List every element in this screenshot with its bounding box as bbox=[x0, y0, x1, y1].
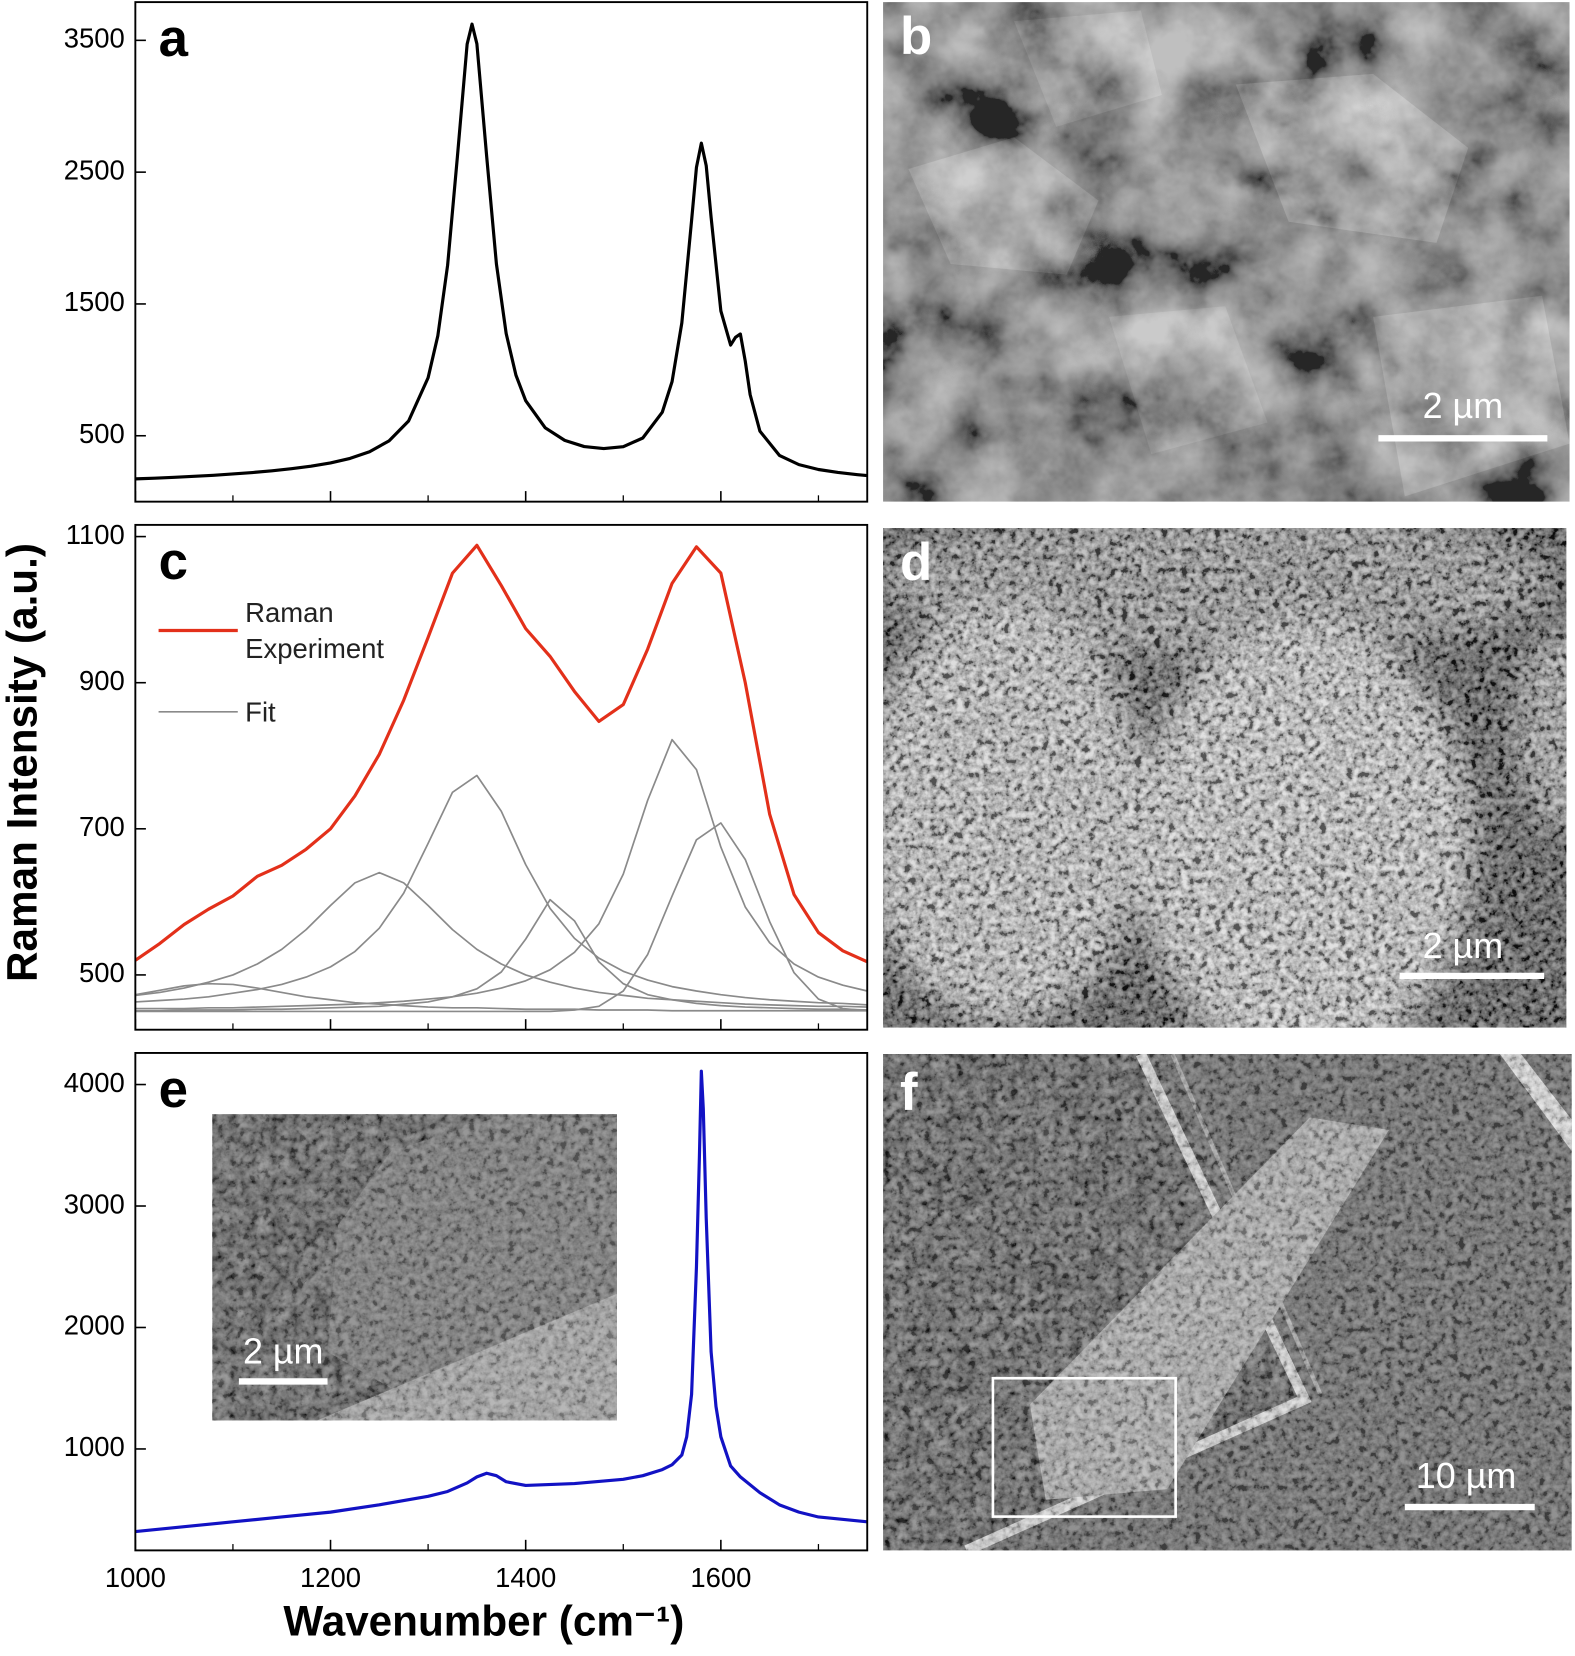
plot-frame bbox=[134, 523, 869, 1031]
inset-scale-bar-label: 2 µm bbox=[243, 1331, 324, 1371]
data-line bbox=[135, 871, 868, 1008]
data-line bbox=[135, 982, 868, 1012]
y-tick-label: 2000 bbox=[64, 1310, 125, 1341]
inset-image bbox=[212, 1114, 617, 1421]
charts: 500 1500 2500 3500 a 500 700 900 1100 Raman Exper… bbox=[64, 1, 869, 1593]
data-line bbox=[135, 822, 868, 1013]
image-texture bbox=[883, 1054, 1572, 1551]
y-tick-label: 1100 bbox=[66, 519, 125, 550]
plot-frame bbox=[134, 1052, 869, 1552]
y-tick-label: 1500 bbox=[64, 286, 125, 317]
panel-label: d bbox=[900, 533, 932, 592]
image-texture bbox=[883, 2, 1570, 502]
x-tick-label: 1400 bbox=[495, 1562, 556, 1593]
scale-bar-label: 2 µm bbox=[1423, 386, 1504, 426]
panel-label: b bbox=[900, 7, 932, 66]
y-tick-label: 4000 bbox=[64, 1067, 125, 1098]
sem-image-b: 2 µm b bbox=[883, 2, 1570, 502]
panel-label: e bbox=[159, 1060, 188, 1119]
x-tick-label: 1000 bbox=[105, 1562, 166, 1593]
y-tick-label: 3000 bbox=[64, 1188, 125, 1219]
chart: 500 1500 2500 3500 a bbox=[64, 1, 869, 503]
data-line bbox=[135, 22, 868, 481]
y-tick-label: 900 bbox=[79, 665, 125, 696]
y-tick-label: 3500 bbox=[64, 23, 125, 54]
scale-bar-label: 2 µm bbox=[1423, 926, 1504, 966]
data-line bbox=[135, 738, 868, 1010]
sem-image-f: 10 µm f bbox=[883, 1054, 1572, 1551]
panel-label: f bbox=[900, 1063, 918, 1122]
y-tick-label: 2500 bbox=[64, 154, 125, 185]
inset-texture bbox=[212, 1114, 617, 1421]
legend-label: Raman Experiment bbox=[245, 596, 385, 665]
image-texture bbox=[883, 528, 1567, 1028]
chart: 2 µm 1000 2000 3000 4000 1000 1200 1400 1600 e bbox=[64, 1052, 869, 1593]
sem-image-d: 2 µm d bbox=[883, 528, 1567, 1028]
highlight-box bbox=[991, 1376, 1177, 1518]
y-tick-label: 1000 bbox=[64, 1431, 125, 1462]
data-line bbox=[135, 1069, 868, 1534]
legend-label: Fit bbox=[245, 695, 276, 728]
data-line bbox=[135, 898, 868, 1012]
y-tick-label: 700 bbox=[79, 811, 125, 842]
scale-bar-label: 10 µm bbox=[1416, 1456, 1516, 1496]
x-tick-label: 1200 bbox=[300, 1562, 361, 1593]
data-line bbox=[135, 543, 868, 964]
data-line bbox=[135, 774, 868, 1006]
y-tick-label: 500 bbox=[79, 957, 125, 988]
legend-entry: Raman Experiment bbox=[245, 596, 385, 665]
y-tick-label: 500 bbox=[79, 418, 125, 449]
plot-frame bbox=[134, 1, 869, 503]
x-axis-title: Wavenumber (cm⁻¹) bbox=[283, 1597, 684, 1644]
panel-label: c bbox=[159, 532, 188, 591]
panel-label: a bbox=[159, 9, 189, 68]
y-axis-title: Raman Intensity (a.u.) bbox=[0, 543, 46, 982]
legend-entry: Fit bbox=[245, 695, 276, 728]
chart: 500 700 900 1100 Raman Experiment Fit c bbox=[66, 519, 869, 1031]
x-tick-label: 1600 bbox=[690, 1562, 751, 1593]
